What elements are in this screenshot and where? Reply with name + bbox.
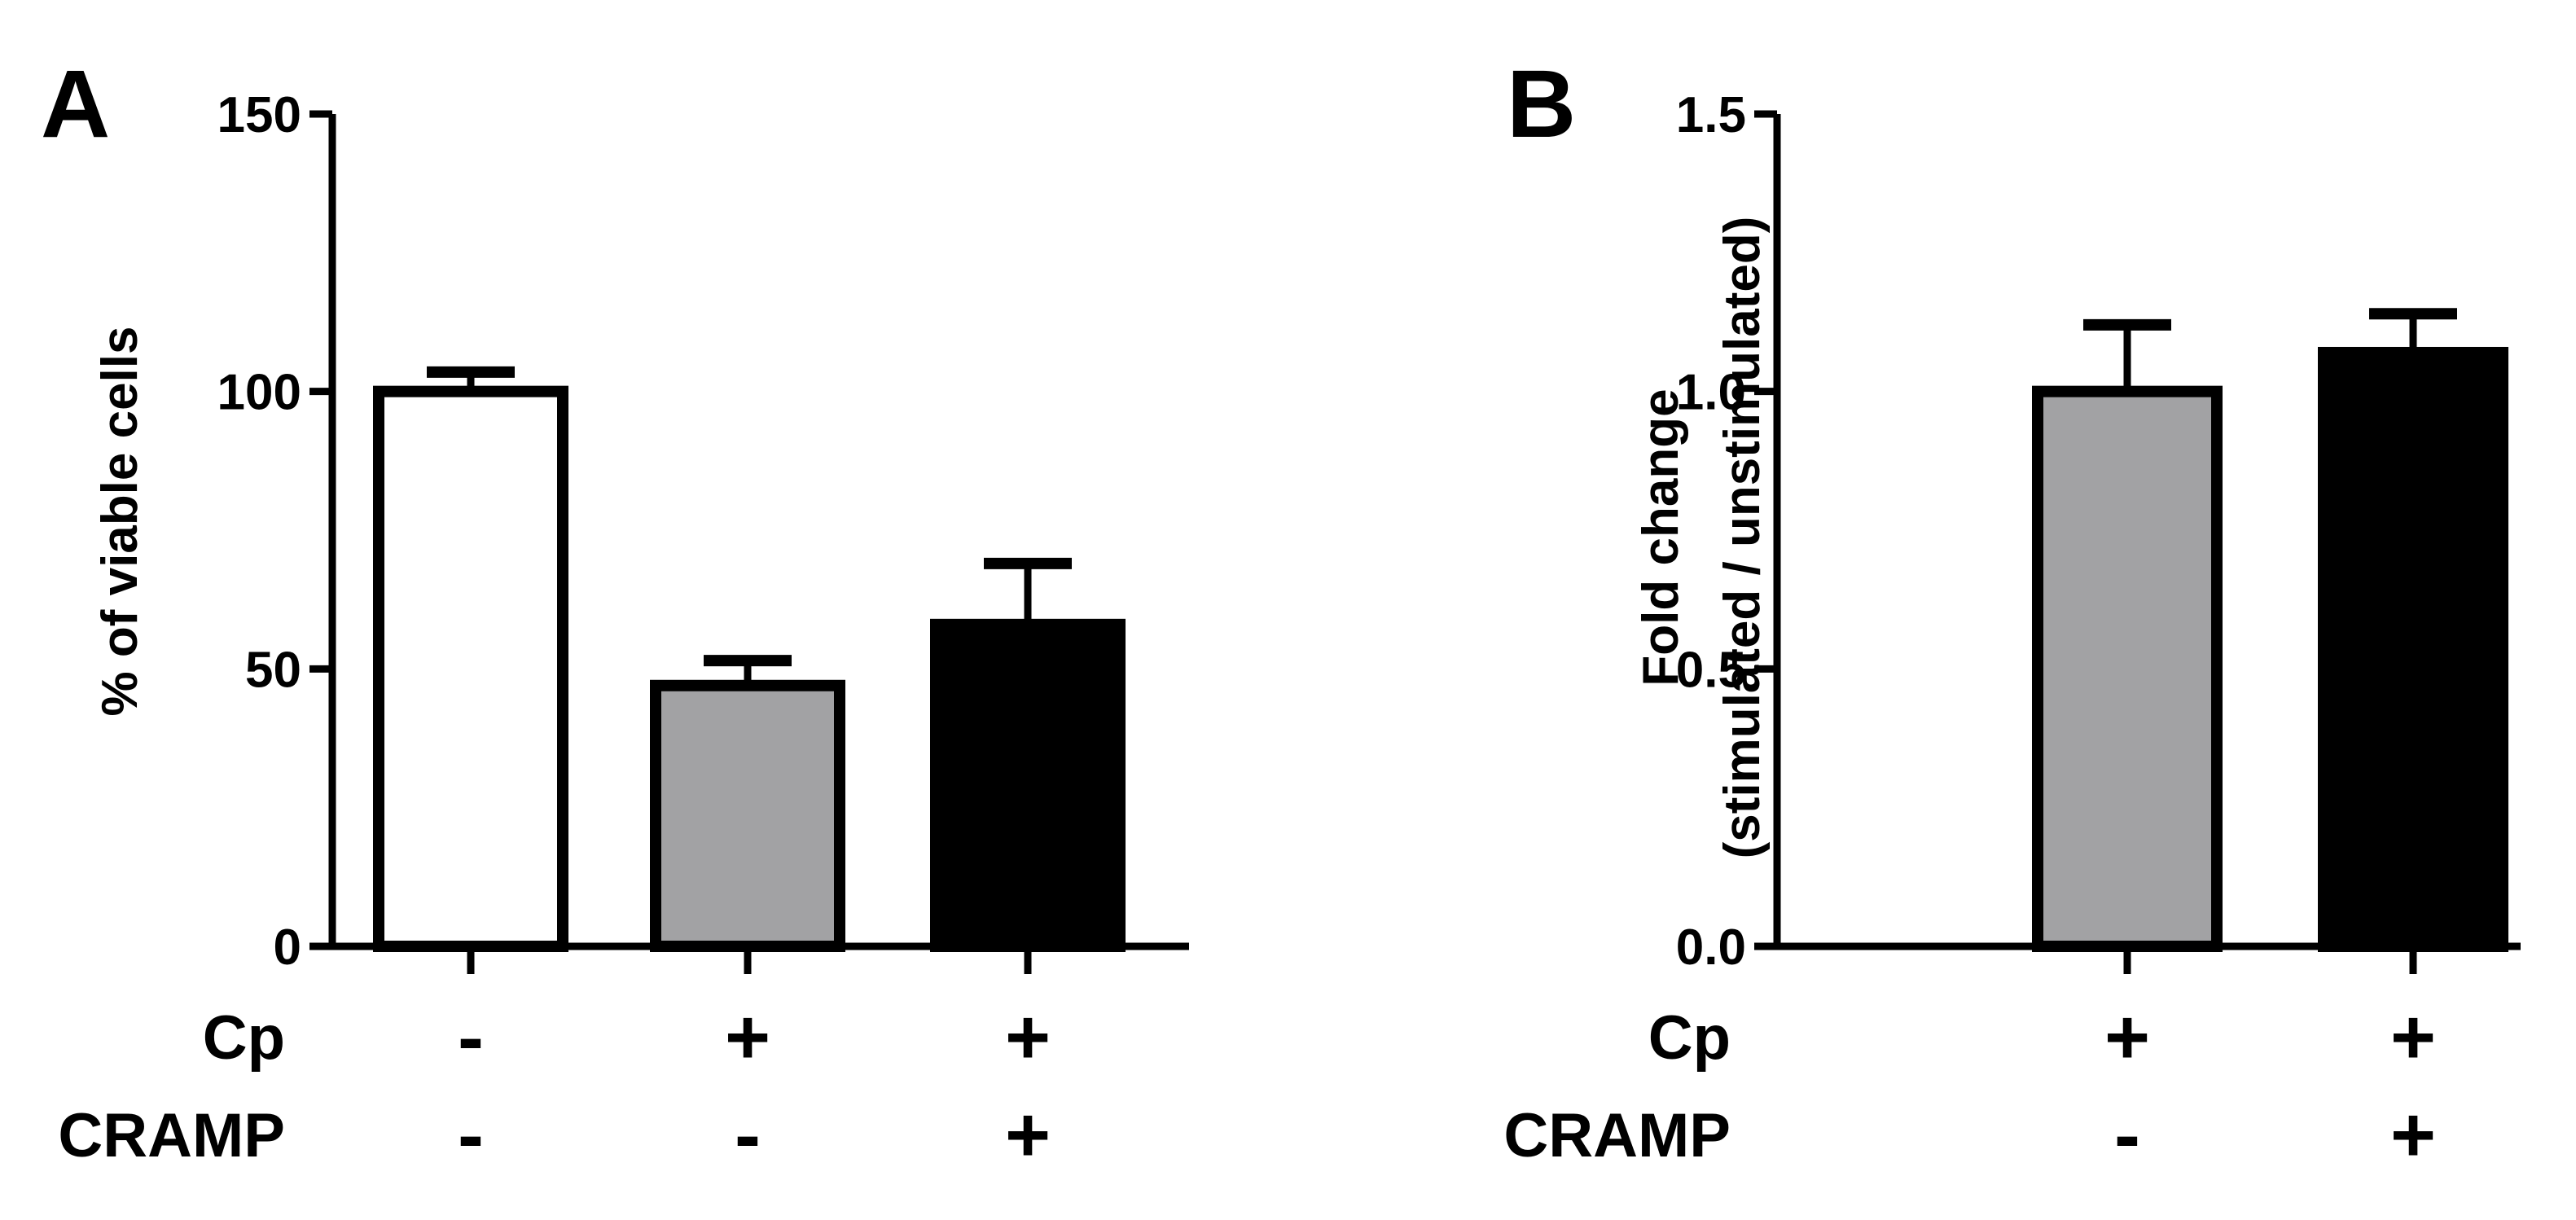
- panel-b-y-tick-label: 0.5: [1676, 642, 1746, 698]
- panel-a-letter: A: [41, 50, 110, 158]
- panel-b-marks: 0.0 0.5 1.0 1.5 Cp + + CRAMP - +: [1503, 87, 2521, 1178]
- panel-a-bar-3: [930, 618, 1126, 952]
- panel-a-treatment-mark: -: [458, 994, 484, 1081]
- panel-a-treatment-mark: -: [735, 1091, 761, 1178]
- panel-a-y-tick-label: 150: [217, 87, 301, 143]
- panel-b-treatment-mark: +: [2104, 994, 2150, 1081]
- panel-b-y-tick-label: 0.0: [1676, 919, 1746, 976]
- panel-a-marks: 0 50 100 150 Cp - + + CRAMP - - +: [58, 87, 1189, 1178]
- panel-a-treatment-mark: +: [1005, 1091, 1051, 1178]
- panel-b-treatment-mark: +: [2390, 994, 2436, 1081]
- panel-b-treatment-mark: +: [2390, 1091, 2436, 1178]
- panel-b-letter: B: [1507, 50, 1576, 158]
- panel-a-y-tick-label: 100: [217, 365, 301, 421]
- panel-b-row-label-cramp: CRAMP: [1503, 1101, 1731, 1170]
- panel-a-treatment-mark: +: [725, 994, 770, 1081]
- panel-a-row-label-cp: Cp: [203, 1003, 285, 1073]
- panel-a-y-tick-label: 0: [274, 919, 301, 976]
- panel-a-y-tick-label: 50: [245, 642, 301, 698]
- panel-a-bar-2: [650, 679, 845, 952]
- panel-a-treatment-mark: -: [458, 1091, 484, 1178]
- panel-a-treatment-mark: +: [1005, 994, 1051, 1081]
- panel-a-chart: A % of viable cells 0 50 100 150 Cp - + + CRAMP -…: [41, 50, 1189, 1178]
- panel-b-bar-2: [2318, 346, 2508, 952]
- panel-a-row-label-cramp: CRAMP: [58, 1101, 285, 1170]
- panel-a-y-axis-title: % of viable cells: [92, 327, 148, 717]
- panel-b-row-label-cp: Cp: [1648, 1003, 1731, 1073]
- panel-a-bar-1: [373, 385, 568, 952]
- panel-b-y-axis-title-line-1: Fold change: [1633, 388, 1689, 686]
- panel-b-y-tick-label: 1.0: [1676, 365, 1746, 421]
- panel-b-chart: B Fold change (stimulated / unstimulated…: [1503, 50, 2521, 1178]
- panel-b-y-tick-label: 1.5: [1676, 87, 1746, 143]
- panel-b-y-axis-title-line-2: (stimulated / unstimulated): [1714, 217, 1771, 859]
- panel-b-bar-1: [2032, 385, 2223, 952]
- panel-b-treatment-mark: -: [2114, 1091, 2140, 1178]
